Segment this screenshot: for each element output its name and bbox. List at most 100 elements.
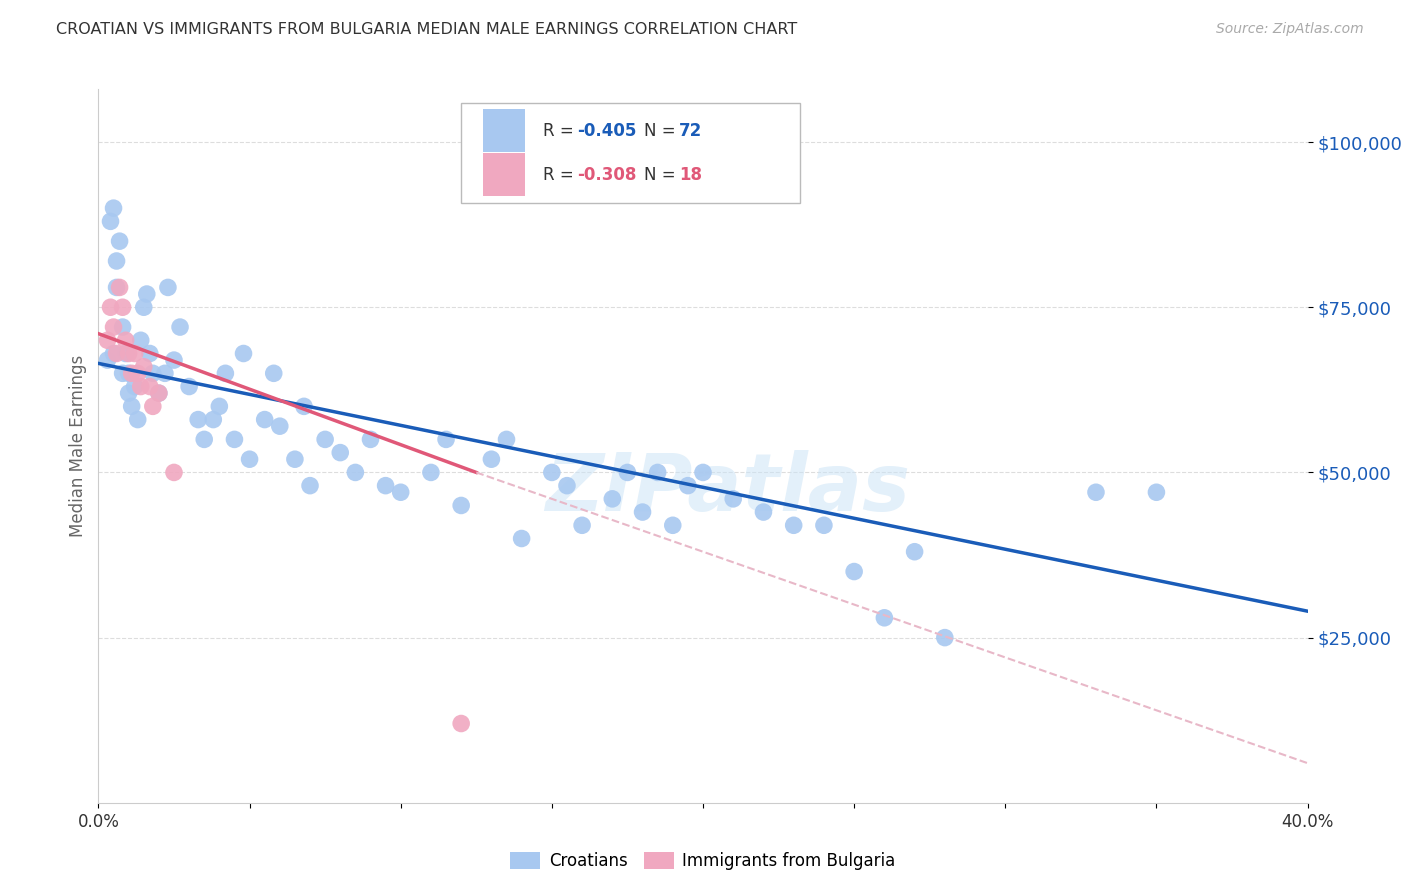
FancyBboxPatch shape	[461, 103, 800, 203]
Text: CROATIAN VS IMMIGRANTS FROM BULGARIA MEDIAN MALE EARNINGS CORRELATION CHART: CROATIAN VS IMMIGRANTS FROM BULGARIA MED…	[56, 22, 797, 37]
Point	[434, 433, 457, 447]
Point	[187, 412, 209, 426]
Point	[105, 280, 128, 294]
Point	[139, 379, 162, 393]
Point	[202, 412, 225, 426]
Point	[631, 505, 654, 519]
Y-axis label: Median Male Earnings: Median Male Earnings	[69, 355, 87, 537]
Point	[904, 545, 927, 559]
Point	[121, 400, 143, 414]
Point	[676, 478, 699, 492]
Point	[782, 518, 804, 533]
Point	[419, 466, 441, 480]
Point	[208, 400, 231, 414]
Point	[156, 280, 179, 294]
Point	[481, 452, 503, 467]
Point	[142, 367, 165, 381]
Point	[692, 466, 714, 480]
Point	[555, 478, 578, 492]
Point	[752, 505, 775, 519]
Text: N =: N =	[644, 121, 681, 139]
Point	[111, 320, 134, 334]
Point	[647, 466, 669, 480]
Point	[108, 234, 131, 248]
Point	[510, 532, 533, 546]
Point	[135, 287, 157, 301]
Point	[108, 280, 131, 294]
Point	[129, 333, 152, 347]
Text: 72: 72	[679, 121, 702, 139]
Point	[114, 346, 136, 360]
Point	[118, 367, 141, 381]
Point	[114, 333, 136, 347]
Point	[284, 452, 307, 467]
Point	[224, 433, 246, 447]
Point	[844, 565, 866, 579]
Point	[132, 359, 155, 374]
Point	[103, 320, 125, 334]
Point	[169, 320, 191, 334]
Point	[148, 386, 170, 401]
Point	[132, 300, 155, 314]
Point	[292, 400, 315, 414]
Point	[163, 466, 186, 480]
Point	[127, 367, 149, 381]
Point	[1144, 485, 1167, 500]
Point	[177, 379, 201, 393]
Point	[127, 412, 149, 426]
FancyBboxPatch shape	[482, 153, 526, 196]
Point	[389, 485, 412, 500]
Point	[239, 452, 262, 467]
Point	[105, 346, 128, 360]
Point	[139, 346, 162, 360]
Text: 18: 18	[679, 166, 702, 184]
Point	[193, 433, 215, 447]
Point	[163, 353, 186, 368]
Text: Source: ZipAtlas.com: Source: ZipAtlas.com	[1216, 22, 1364, 37]
Point	[299, 478, 322, 492]
Point	[105, 254, 128, 268]
Point	[1085, 485, 1108, 500]
Point	[142, 400, 165, 414]
Text: ZIPatlas: ZIPatlas	[544, 450, 910, 528]
Text: R =: R =	[543, 121, 579, 139]
Point	[450, 716, 472, 731]
Point	[616, 466, 638, 480]
Point	[661, 518, 683, 533]
Point	[571, 518, 593, 533]
FancyBboxPatch shape	[482, 109, 526, 152]
Text: -0.405: -0.405	[578, 121, 637, 139]
Point	[118, 386, 141, 401]
Text: R =: R =	[543, 166, 579, 184]
Text: -0.308: -0.308	[578, 166, 637, 184]
Point	[96, 333, 118, 347]
Point	[253, 412, 276, 426]
Point	[450, 499, 472, 513]
Point	[232, 346, 254, 360]
Point	[934, 631, 956, 645]
Point	[124, 379, 146, 393]
Point	[214, 367, 236, 381]
Text: N =: N =	[644, 166, 681, 184]
Point	[263, 367, 285, 381]
Point	[813, 518, 835, 533]
Point	[129, 379, 152, 393]
Legend: Croatians, Immigrants from Bulgaria: Croatians, Immigrants from Bulgaria	[503, 845, 903, 877]
Point	[111, 367, 134, 381]
Point	[103, 346, 125, 360]
Point	[314, 433, 336, 447]
Point	[721, 491, 744, 506]
Point	[873, 611, 896, 625]
Point	[148, 386, 170, 401]
Point	[103, 201, 125, 215]
Point	[111, 300, 134, 314]
Point	[495, 433, 517, 447]
Point	[344, 466, 367, 480]
Point	[100, 214, 122, 228]
Point	[153, 367, 176, 381]
Point	[360, 433, 382, 447]
Point	[96, 353, 118, 368]
Point	[269, 419, 291, 434]
Point	[124, 346, 146, 360]
Point	[374, 478, 396, 492]
